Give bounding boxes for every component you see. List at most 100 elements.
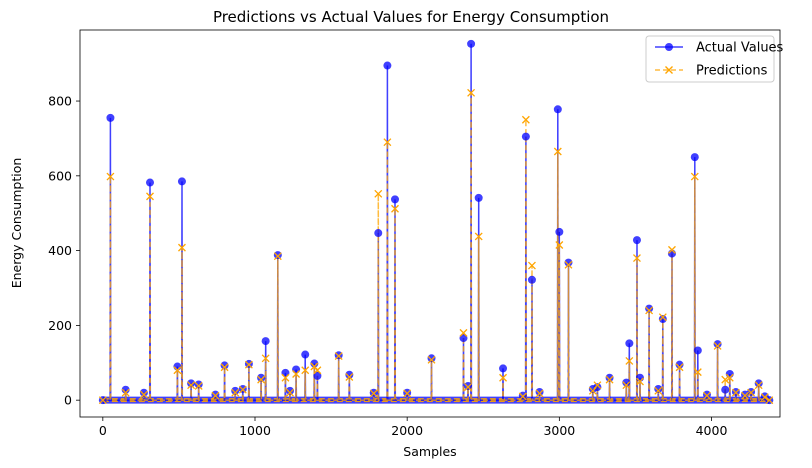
prediction-point bbox=[211, 391, 220, 400]
prediction-point bbox=[177, 243, 186, 252]
actual-value-point bbox=[467, 39, 476, 48]
actual-value-point bbox=[605, 373, 614, 382]
prediction-point bbox=[459, 328, 468, 337]
predictions-line bbox=[102, 92, 770, 401]
prediction-point bbox=[593, 381, 602, 390]
actual-value-point bbox=[702, 390, 711, 399]
prediction-point bbox=[521, 115, 530, 124]
actual-value-point bbox=[667, 249, 676, 258]
actual-value-point bbox=[313, 371, 322, 380]
prediction-point bbox=[654, 386, 663, 395]
prediction-point bbox=[345, 373, 354, 381]
prediction-point bbox=[632, 254, 641, 263]
prediction-point bbox=[658, 313, 667, 322]
actual-value-point bbox=[310, 359, 319, 368]
prediction-point bbox=[244, 360, 253, 369]
legend-predictions-label: Predictions bbox=[696, 64, 768, 79]
prediction-point bbox=[173, 366, 182, 375]
actual-value-point bbox=[173, 362, 182, 371]
prediction-point bbox=[139, 390, 148, 399]
actual-value-point bbox=[106, 113, 115, 122]
prediction-point bbox=[301, 366, 310, 375]
prediction-point bbox=[731, 388, 740, 397]
prediction-point bbox=[535, 389, 544, 398]
actual-value-point bbox=[474, 193, 483, 202]
prediction-point bbox=[106, 172, 115, 181]
y-tick-label: 0 bbox=[64, 393, 72, 408]
prediction-point bbox=[238, 385, 247, 394]
prediction-point bbox=[427, 355, 436, 364]
actual-value-point bbox=[383, 61, 392, 70]
prediction-point bbox=[741, 391, 749, 400]
prediction-point bbox=[747, 388, 756, 397]
legend: Actual Values Predictions bbox=[645, 35, 784, 83]
actual-value-point bbox=[345, 370, 354, 379]
actual-value-point bbox=[194, 380, 203, 389]
prediction-point bbox=[605, 375, 614, 384]
prediction-point bbox=[555, 241, 564, 249]
prediction-point bbox=[467, 88, 476, 97]
chart-title: Predictions vs Actual Values for Energy … bbox=[213, 8, 609, 26]
prediction-point bbox=[464, 383, 473, 392]
prediction-point bbox=[622, 381, 631, 390]
actual-value-point bbox=[555, 227, 564, 236]
actual-value-point bbox=[220, 361, 229, 370]
prediction-point bbox=[220, 363, 229, 372]
plot-frame bbox=[79, 29, 781, 418]
x-tick-label: 2000 bbox=[391, 423, 423, 438]
prediction-point bbox=[383, 138, 392, 147]
prediction-point bbox=[281, 373, 290, 382]
actual-value-point bbox=[636, 373, 644, 382]
actual-value-point bbox=[741, 390, 749, 399]
actual-value-point bbox=[725, 370, 734, 378]
prediction-point bbox=[313, 366, 322, 375]
prediction-point bbox=[518, 392, 527, 401]
y-tick-label: 800 bbox=[48, 94, 72, 109]
actual-value-point bbox=[177, 177, 186, 186]
prediction-point bbox=[645, 306, 654, 315]
actual-value-point bbox=[645, 304, 654, 313]
actual-value-point bbox=[632, 236, 641, 245]
prediction-point bbox=[588, 386, 597, 395]
actual-value-point bbox=[146, 178, 154, 187]
legend-predictions-marker bbox=[665, 66, 673, 74]
prediction-point bbox=[765, 396, 774, 405]
actual-value-point bbox=[374, 229, 383, 238]
prediction-point bbox=[527, 261, 536, 270]
prediction-point bbox=[121, 388, 130, 397]
prediction-point bbox=[636, 377, 644, 386]
prediction-point bbox=[187, 381, 196, 390]
prediction-point bbox=[725, 373, 734, 382]
actual-value-point bbox=[754, 379, 763, 388]
actual-value-point bbox=[391, 195, 399, 204]
prediction-point bbox=[721, 375, 730, 384]
x-tick-label: 3000 bbox=[543, 423, 575, 438]
x-axis-label: Samples bbox=[403, 444, 456, 459]
actual-value-point bbox=[658, 315, 667, 324]
prediction-point bbox=[374, 189, 383, 198]
actual-value-point bbox=[521, 132, 530, 141]
x-tick-label: 1000 bbox=[239, 423, 271, 438]
actual-value-point bbox=[459, 334, 468, 343]
prediction-point bbox=[98, 396, 107, 405]
actual-value-point bbox=[535, 387, 544, 396]
actual-value-point bbox=[622, 378, 631, 387]
prediction-point bbox=[690, 172, 699, 181]
prediction-point bbox=[474, 232, 483, 241]
actual-value-point bbox=[187, 379, 196, 388]
actual-value-point bbox=[527, 275, 536, 284]
prediction-point bbox=[667, 245, 676, 254]
prediction-point bbox=[564, 260, 573, 269]
actual-value-point bbox=[693, 346, 702, 355]
x-tick-label: 0 bbox=[99, 423, 107, 438]
prediction-point bbox=[273, 252, 282, 261]
actual-value-point bbox=[625, 339, 634, 348]
plot-area bbox=[98, 39, 774, 405]
actual-value-point bbox=[427, 354, 436, 363]
prediction-point bbox=[286, 388, 294, 397]
actual-value-point bbox=[675, 360, 684, 369]
prediction-point bbox=[292, 370, 301, 378]
y-axis-label: Energy Consumption bbox=[9, 158, 24, 289]
